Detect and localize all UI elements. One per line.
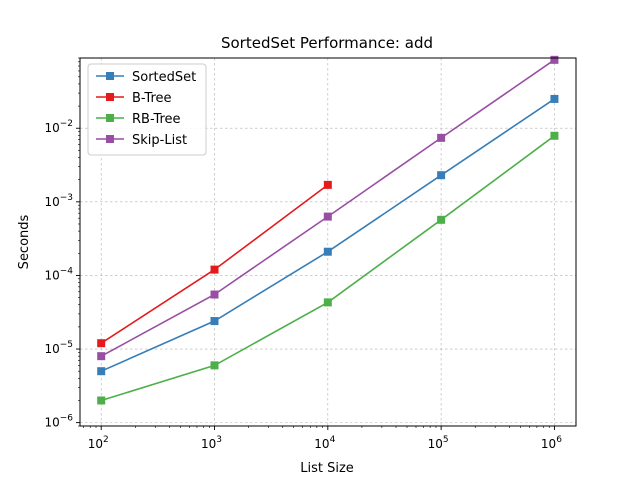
y-tick-label: 10−5 <box>44 340 73 356</box>
y-tick-label: 10−2 <box>44 119 73 135</box>
x-tick-exponent: 3 <box>216 435 222 445</box>
data-point-sortedset <box>437 171 446 180</box>
data-point-skip-list <box>323 212 332 221</box>
data-point-rb-tree <box>550 131 559 140</box>
y-tick-label: 10−4 <box>44 266 73 282</box>
y-tick-exponent: −4 <box>60 266 74 276</box>
series-rb-tree <box>97 131 559 405</box>
legend-label: RB-Tree <box>132 112 181 127</box>
data-point-rb-tree <box>323 298 332 307</box>
x-tick-exponent: 6 <box>556 435 562 445</box>
y-tick-label: 10−6 <box>44 414 73 430</box>
data-point-sortedset <box>550 94 559 103</box>
chart-title: SortedSet Performance: add <box>221 34 433 52</box>
y-tick-base: 10 <box>44 195 59 209</box>
data-point-b-tree <box>97 339 106 348</box>
y-axis-label: Seconds <box>17 214 32 269</box>
x-tick-label: 104 <box>314 435 335 451</box>
data-point-sortedset <box>210 317 219 326</box>
x-tick-label: 105 <box>428 435 449 451</box>
legend-swatch-marker <box>106 114 114 122</box>
y-tick-exponent: −3 <box>60 193 73 203</box>
y-tick-exponent: −5 <box>60 340 73 350</box>
x-axis-label: List Size <box>300 461 354 476</box>
legend: SortedSet B-Tree RB-Tree Skip-List <box>87 63 207 156</box>
x-tick-base: 10 <box>428 437 443 451</box>
data-point-skip-list <box>210 290 219 299</box>
y-tick-exponent: −2 <box>60 119 73 129</box>
legend-swatch-marker <box>106 72 114 80</box>
y-tick-exponent: −6 <box>60 414 74 424</box>
x-tick-base: 10 <box>88 437 103 451</box>
legend-swatch-marker <box>106 93 114 101</box>
x-tick-label: 102 <box>88 435 109 451</box>
data-point-rb-tree <box>210 361 219 370</box>
data-point-rb-tree <box>97 396 106 405</box>
data-point-sortedset <box>97 367 106 376</box>
series-sortedset <box>97 94 559 376</box>
data-point-skip-list <box>97 352 106 361</box>
y-tick-label: 10−3 <box>44 193 73 209</box>
data-point-b-tree <box>210 265 219 274</box>
data-point-skip-list <box>437 133 446 142</box>
y-tick-base: 10 <box>44 342 59 356</box>
series-skip-list <box>97 55 559 361</box>
x-tick-base: 10 <box>314 437 329 451</box>
data-point-sortedset <box>323 247 332 256</box>
legend-label: SortedSet <box>132 70 196 85</box>
x-tick-label: 106 <box>541 435 562 451</box>
y-tick-base: 10 <box>44 121 59 135</box>
y-tick-base: 10 <box>44 416 59 430</box>
legend-label: Skip-List <box>132 133 187 148</box>
legend-box <box>87 63 207 156</box>
x-tick-label: 103 <box>201 435 222 451</box>
legend-label: B-Tree <box>132 91 172 106</box>
y-tick-base: 10 <box>44 268 59 282</box>
series-b-tree <box>97 180 332 348</box>
series-layer <box>97 55 559 405</box>
data-point-b-tree <box>323 180 332 189</box>
x-tick-exponent: 4 <box>330 435 336 445</box>
x-tick-base: 10 <box>201 437 216 451</box>
data-point-rb-tree <box>437 215 446 224</box>
x-tick-base: 10 <box>541 437 556 451</box>
x-tick-exponent: 5 <box>443 435 449 445</box>
x-tick-exponent: 2 <box>103 435 109 445</box>
data-point-skip-list <box>550 55 559 64</box>
legend-swatch-marker <box>106 135 114 143</box>
